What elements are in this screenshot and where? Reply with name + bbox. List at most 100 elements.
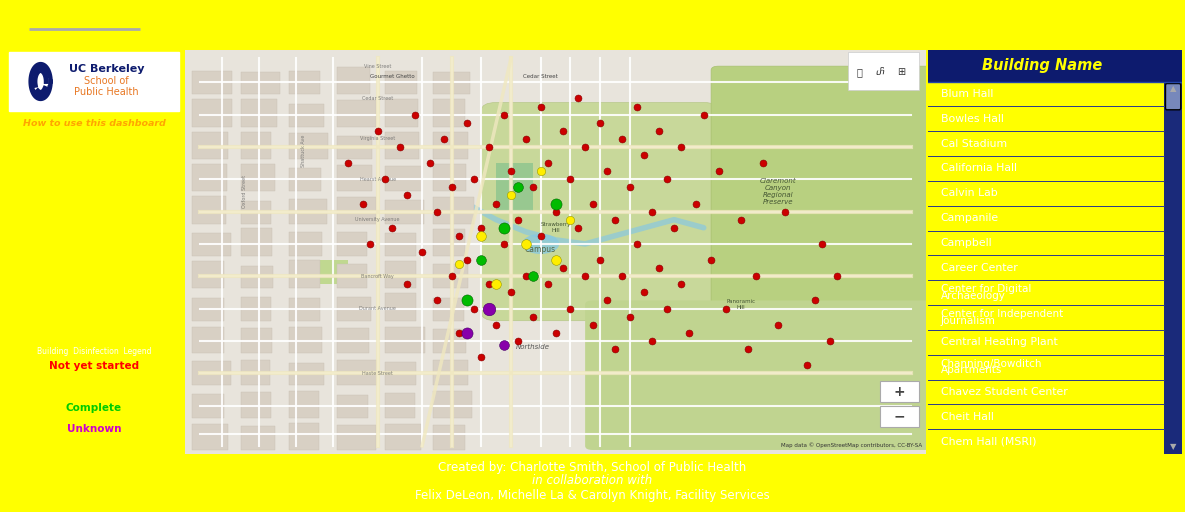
- Bar: [434, 261, 473, 288]
- Circle shape: [523, 234, 559, 254]
- Text: +: +: [893, 385, 905, 399]
- Text: Apartments: Apartments: [941, 366, 1003, 375]
- Text: Northside: Northside: [517, 344, 550, 350]
- Bar: [289, 361, 326, 386]
- Text: Unclick the building or: Unclick the building or: [12, 277, 120, 286]
- Bar: [241, 395, 275, 418]
- Text: To bring the map closer or: To bring the map closer or: [12, 330, 137, 339]
- Bar: [289, 133, 324, 159]
- Text: Virginia Street: Virginia Street: [360, 136, 396, 141]
- Bar: [289, 196, 328, 224]
- Text: starting frame:: starting frame:: [12, 259, 84, 268]
- Text: ≡: ≡: [1145, 14, 1166, 38]
- Text: How to use this dashboard: How to use this dashboard: [23, 119, 166, 127]
- Text: then to see details: then to see details: [12, 170, 90, 179]
- Bar: [289, 262, 324, 288]
- Text: futher away:: futher away:: [12, 348, 72, 357]
- Bar: [848, 52, 918, 91]
- Text: Campanile: Campanile: [941, 213, 999, 223]
- Text: in collaboration with: in collaboration with: [532, 475, 653, 487]
- Bar: [319, 260, 348, 284]
- Bar: [192, 260, 232, 288]
- Text: Vine Street: Vine Street: [364, 63, 391, 69]
- Bar: [241, 263, 277, 288]
- Text: In process: In process: [64, 382, 124, 392]
- Bar: [385, 390, 419, 418]
- Text: ⌕: ⌕: [857, 67, 863, 77]
- FancyBboxPatch shape: [9, 52, 179, 111]
- Text: School of: School of: [84, 76, 129, 86]
- Text: Bancroft Way: Bancroft Way: [361, 274, 395, 279]
- Bar: [192, 361, 231, 386]
- Text: Durant Avenue: Durant Avenue: [359, 306, 396, 311]
- Bar: [192, 232, 224, 256]
- Bar: [434, 102, 473, 127]
- Text: Campus: Campus: [525, 245, 556, 254]
- Bar: [434, 360, 470, 386]
- Bar: [241, 197, 281, 224]
- Bar: [385, 136, 415, 159]
- Bar: [385, 361, 425, 386]
- Bar: [289, 426, 322, 450]
- Bar: [385, 298, 425, 321]
- Text: Central Heating Plant: Central Heating Plant: [941, 337, 1057, 347]
- Text: Click the point on the map: Click the point on the map: [12, 188, 137, 197]
- Bar: [434, 163, 473, 191]
- Text: Blum Hall: Blum Hall: [941, 89, 993, 99]
- Bar: [241, 424, 275, 450]
- FancyBboxPatch shape: [880, 406, 918, 426]
- Text: Last update: a minute ago: Last update: a minute ago: [1055, 493, 1174, 501]
- Text: Campbell: Campbell: [941, 238, 992, 248]
- Text: Not yet started: Not yet started: [49, 361, 139, 371]
- Text: Center for Digital: Center for Digital: [941, 284, 1031, 294]
- Text: Unknown: Unknown: [66, 424, 121, 434]
- Bar: [337, 133, 376, 159]
- Text: ⴥ: ⴥ: [876, 67, 884, 77]
- Bar: [241, 132, 281, 159]
- Text: ⊞: ⊞: [897, 67, 905, 77]
- FancyBboxPatch shape: [711, 66, 934, 377]
- Bar: [385, 229, 424, 256]
- Bar: [192, 329, 232, 353]
- Bar: [928, 50, 1181, 81]
- Bar: [337, 201, 372, 224]
- Bar: [192, 395, 224, 418]
- Text: Claremont
Canyon
Regional
Preserve: Claremont Canyon Regional Preserve: [760, 178, 796, 205]
- Bar: [241, 230, 273, 256]
- Bar: [289, 230, 328, 256]
- Text: ▲: ▲: [1170, 84, 1177, 93]
- Text: Journalism: Journalism: [941, 316, 995, 326]
- Bar: [192, 427, 231, 450]
- Text: ▼: ▼: [1170, 442, 1177, 451]
- Text: UC Berkeley: UC Berkeley: [69, 64, 145, 74]
- Text: Cal Stadium: Cal Stadium: [941, 139, 1007, 148]
- Bar: [192, 201, 226, 224]
- Bar: [337, 69, 367, 94]
- Bar: [192, 71, 232, 94]
- Bar: [289, 104, 319, 127]
- Bar: [192, 294, 226, 321]
- Text: Building Disinfection Status: Building Disinfection Status: [146, 16, 497, 36]
- Bar: [434, 231, 463, 256]
- Text: Created by: Charlotte Smith, School of Public Health: Created by: Charlotte Smith, School of P…: [438, 460, 747, 474]
- Bar: [192, 137, 229, 159]
- Text: Public Health: Public Health: [75, 87, 139, 97]
- Text: Calvin Lab: Calvin Lab: [941, 188, 998, 198]
- Text: Click the name of  your buiilding.: Click the name of your buiilding.: [12, 153, 171, 162]
- Bar: [434, 298, 468, 321]
- Text: Building  Disinfection  Legend: Building Disinfection Legend: [37, 347, 152, 356]
- Bar: [241, 167, 275, 191]
- Text: Building Name: Building Name: [982, 58, 1102, 73]
- Text: Cheit Hall: Cheit Hall: [941, 412, 993, 422]
- Bar: [241, 99, 277, 127]
- Text: Chavez Student Center: Chavez Student Center: [941, 387, 1068, 397]
- Bar: [337, 330, 369, 353]
- Bar: [434, 426, 465, 450]
- FancyBboxPatch shape: [880, 381, 918, 402]
- Text: Haste Street: Haste Street: [363, 371, 393, 376]
- Bar: [434, 132, 470, 159]
- Text: Panoramic
Hill: Panoramic Hill: [726, 299, 755, 310]
- Text: Career Center: Career Center: [941, 263, 1018, 273]
- Bar: [385, 103, 422, 127]
- Bar: [241, 298, 280, 321]
